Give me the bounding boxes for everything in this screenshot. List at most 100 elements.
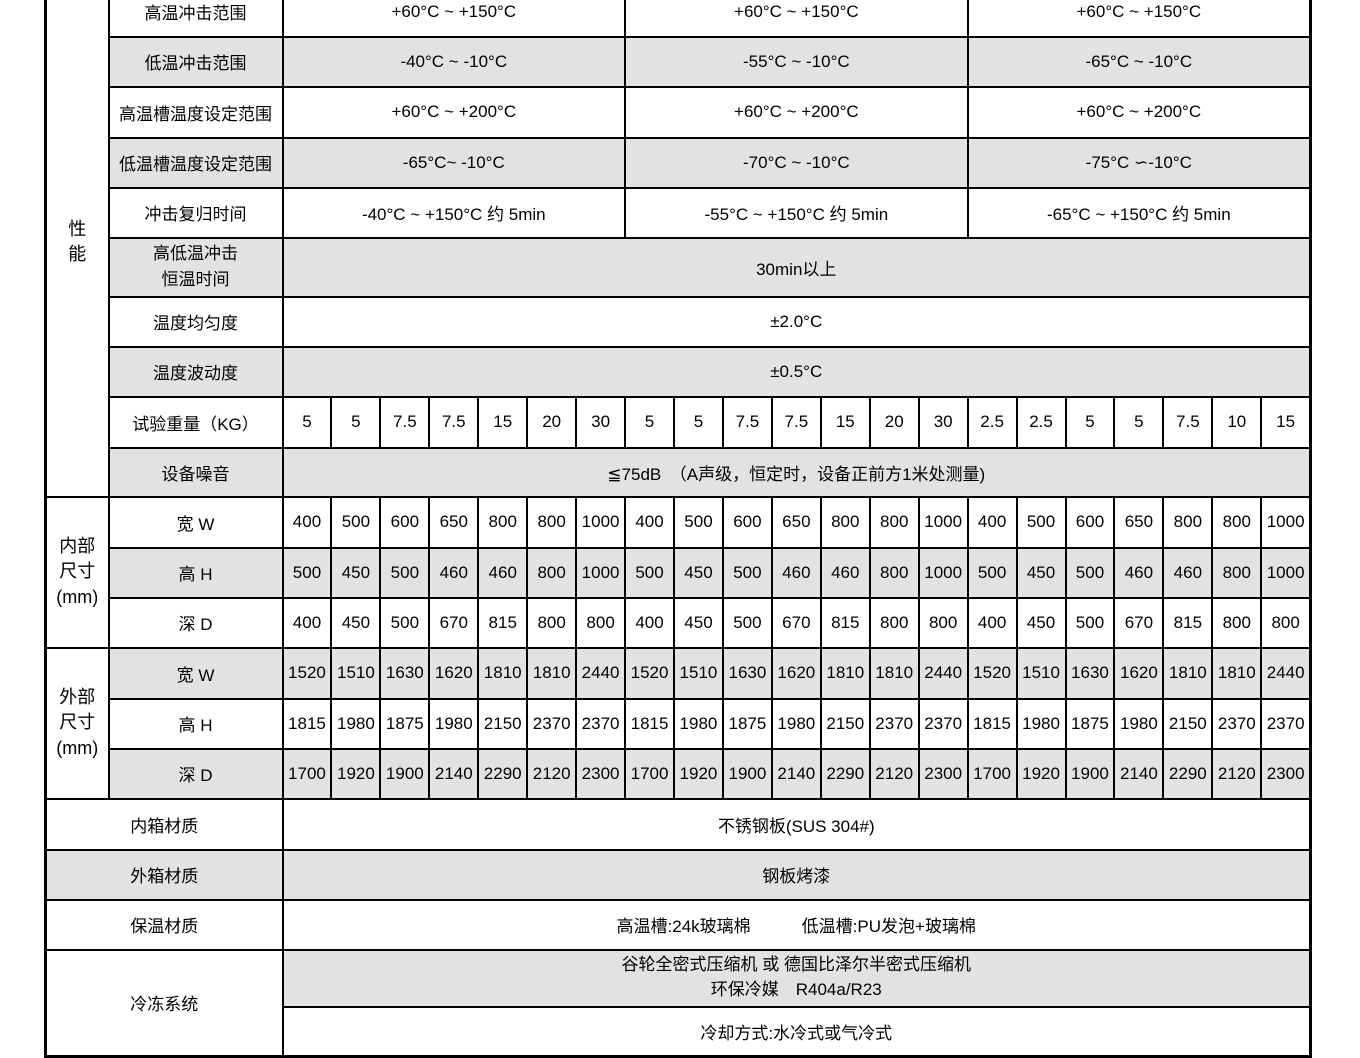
value-cell: 800	[868, 546, 920, 599]
value-cell: 800	[1260, 596, 1312, 649]
value-cell: 1000	[575, 495, 627, 549]
value-cell: 1815	[281, 697, 333, 750]
value-cell: +60°C ~ +150°C	[281, 0, 627, 38]
value-cell: 2290	[1162, 747, 1214, 800]
value-cell: 2370	[1260, 697, 1312, 750]
value-cell: 815	[1162, 596, 1214, 649]
value-cell: 2150	[1162, 697, 1214, 750]
row-test-weight: 试验重量（KG） 5 5 7.5 7.5 15 20 30 5 5 7.5 7.5 15 20 30 2.5…	[46, 395, 1312, 449]
value-cell: 1920	[1015, 747, 1067, 800]
value-cell: 5	[1064, 395, 1116, 449]
value-cell: 15	[1260, 395, 1312, 449]
value-cell: 800	[526, 596, 578, 649]
value-cell: 1980	[673, 697, 724, 750]
value-cell: 650	[428, 495, 480, 549]
value-cell: 1810	[477, 646, 529, 700]
value-cell: 500	[330, 495, 382, 549]
value-cell: 30min以上	[281, 236, 1312, 298]
row-low-tank-set-range: 低温槽温度设定范围 -65°C~ -10°C -70°C ~ -10°C -75…	[46, 136, 1312, 189]
value-cell: 800	[526, 546, 578, 599]
value-cell: +60°C ~ +150°C	[966, 0, 1312, 38]
row-noise: 设备噪音 ≦75dB （A声级，恒定时，设备正前方1米处测量)	[46, 446, 1312, 498]
value-cell: ±2.0°C	[281, 295, 1312, 348]
value-cell: 2.5	[1015, 395, 1067, 449]
value-cell: 815	[477, 596, 529, 649]
row-refrigeration-compressor: 冷冻系统 谷轮全密式压缩机 或 德国比泽尔半密式压缩机 环保冷媒 R404a/R…	[44, 948, 1312, 1058]
value-cell: 800	[1162, 495, 1214, 549]
value-cell: 1980	[428, 697, 480, 750]
value-cell: -55°C ~ +150°C 约 5min	[624, 186, 969, 239]
value-cell: 2140	[1113, 747, 1165, 800]
value-cell: 1875	[1064, 697, 1116, 750]
value-cell: 15	[477, 395, 529, 449]
value-cell: 2120	[526, 747, 578, 800]
value-cell: 5	[673, 395, 724, 449]
value-cell: -65°C ~ -10°C	[966, 35, 1312, 88]
value-cell: 400	[624, 495, 675, 549]
value-cell: 谷轮全密式压缩机 或 德国比泽尔半密式压缩机 环保冷媒 R404a/R23	[281, 948, 1312, 1008]
row-high-temp-shock: 性 能 高温冲击范围 +60°C ~ +150°C +60°C ~ +150°C…	[44, 0, 1312, 498]
value-cell: 1000	[1260, 495, 1312, 549]
category-external-dims: 外部 尺寸 (mm)	[44, 646, 110, 800]
value-cell: 2.5	[966, 395, 1018, 449]
value-cell: 30	[917, 395, 969, 449]
value-cell: 1920	[673, 747, 724, 800]
row-label-internal-depth: 深 D	[107, 596, 284, 649]
value-cell: 600	[379, 495, 431, 549]
value-cell: 1000	[917, 546, 969, 599]
value-cell: 500	[379, 546, 431, 599]
value-cell: 800	[1211, 495, 1263, 549]
value-cell: 钢板烤漆	[281, 848, 1312, 901]
value-cell: 600	[1064, 495, 1116, 549]
value-cell: -65°C ~ +150°C 约 5min	[966, 186, 1312, 239]
value-cell: +60°C ~ +200°C	[624, 85, 969, 139]
row-shock-recovery-time: 冲击复归时间 -40°C ~ +150°C 约 5min -55°C ~ +15…	[46, 186, 1312, 239]
value-cell: 5	[330, 395, 382, 449]
row-internal-width: 内部 尺寸 (mm) 宽 W 400 500 600 650 800 800 1000 400…	[44, 495, 1312, 649]
value-cell: 7.5	[1162, 395, 1214, 449]
value-cell: 1520	[281, 646, 333, 700]
value-cell: 500	[721, 546, 773, 599]
value-cell: 1875	[721, 697, 773, 750]
value-cell: 20	[868, 395, 920, 449]
value-cell: 1630	[379, 646, 431, 700]
value-cell: 1810	[526, 646, 578, 700]
value-cell: 1810	[819, 646, 871, 700]
value-cell: 2140	[770, 747, 822, 800]
value-cell: 1520	[624, 646, 675, 700]
value-cell: 800	[1211, 596, 1263, 649]
value-cell: 400	[966, 495, 1018, 549]
value-cell: 1980	[770, 697, 822, 750]
value-cell: 1000	[917, 495, 969, 549]
value-cell: 30	[575, 395, 627, 449]
row-high-tank-set-range: 高温槽温度设定范围 +60°C ~ +200°C +60°C ~ +200°C …	[46, 85, 1312, 139]
row-external-height: 高 H 1815 1980 1875 1980 2150 2370 2370 1815 1980…	[46, 697, 1312, 750]
row-fluctuation: 温度波动度 ±0.5°C	[46, 345, 1312, 398]
value-cell: +60°C ~ +200°C	[966, 85, 1312, 139]
row-inner-material: 内箱材质 不锈钢板(SUS 304#)	[44, 797, 1312, 851]
value-cell: 2440	[917, 646, 969, 700]
value-cell: 500	[673, 495, 724, 549]
value-cell: 670	[770, 596, 822, 649]
value-cell: 2300	[575, 747, 627, 800]
value-cell: 1000	[1260, 546, 1312, 599]
value-cell: 800	[868, 495, 920, 549]
row-insulation: 保温材质 高温槽:24k玻璃棉 低温槽:PU发泡+玻璃棉	[44, 898, 1312, 951]
row-label-external-height: 高 H	[107, 697, 284, 750]
value-cell: 600	[721, 495, 773, 549]
value-cell: 670	[1113, 596, 1165, 649]
value-cell: 800	[477, 495, 529, 549]
value-cell: 15	[819, 395, 871, 449]
value-cell: 1810	[1162, 646, 1214, 700]
value-cell: 400	[966, 596, 1018, 649]
value-cell: 1630	[1064, 646, 1116, 700]
value-cell: +60°C ~ +200°C	[281, 85, 627, 139]
row-low-temp-shock: 低温冲击范围 -40°C ~ -10°C -55°C ~ -10°C -65°C…	[46, 35, 1312, 88]
value-cell: ±0.5°C	[281, 345, 1312, 398]
value-cell: 400	[281, 495, 333, 549]
row-label-refrigeration: 冷冻系统	[44, 948, 284, 1058]
row-external-depth: 深 D 1700 1920 1900 2140 2290 2120 2300 1700 1920…	[46, 747, 1312, 800]
value-cell: 1700	[624, 747, 675, 800]
value-cell: -75°C ∽-10°C	[966, 136, 1312, 189]
value-cell: 2290	[477, 747, 529, 800]
